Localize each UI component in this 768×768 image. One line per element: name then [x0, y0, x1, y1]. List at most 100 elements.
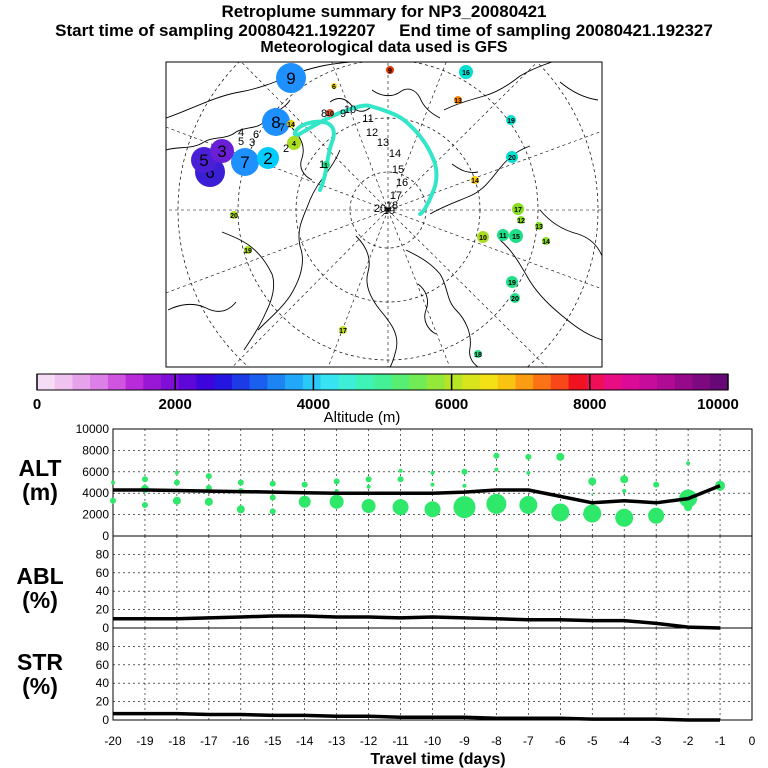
x-tick-label: -6 [555, 734, 566, 748]
alt-cluster-point [461, 468, 468, 475]
colorbar-cell [90, 374, 109, 390]
str-panel-unit: (%) [22, 673, 58, 699]
map-cluster: 4 [287, 136, 301, 150]
map-cluster-label: 20 [508, 155, 516, 162]
colorbar-cell [586, 374, 605, 390]
x-tick-label: 0 [749, 734, 756, 748]
map-cluster-label: 15 [512, 234, 520, 241]
alt-cluster-point [397, 476, 404, 483]
map-cluster-label: 17 [339, 328, 347, 335]
alt-cluster-dots [110, 452, 726, 527]
alt-cluster-point [236, 505, 245, 514]
colorbar-tick-label: 10000 [697, 396, 739, 413]
coastlines [166, 62, 602, 367]
map-cluster-label: 18 [474, 352, 482, 359]
alt-cluster-point [583, 504, 602, 523]
alt-cluster-point [110, 497, 116, 504]
alt-cluster-point [486, 493, 507, 514]
map-cluster: 14 [287, 120, 295, 129]
x-tick-label: -19 [136, 734, 154, 748]
map-cluster-dot [257, 147, 279, 169]
map-cluster: 8 [262, 108, 290, 136]
map-cluster-label: 6 [332, 84, 336, 91]
alt-cluster-point [525, 453, 532, 460]
alt-cluster-point [453, 496, 476, 519]
x-tick-label: -13 [328, 734, 346, 748]
map-day-marker: 13 [377, 137, 389, 149]
map-cluster: 12 [517, 216, 525, 225]
alt-y-ticks: 0 2000 4000 6000 8000 10000 [76, 422, 110, 543]
colorbar-cell [214, 374, 233, 390]
colorbar-cell [391, 374, 410, 390]
map-cluster-label: 5 [199, 151, 208, 170]
map-day-marker: 8 [321, 108, 327, 120]
alt-cluster-point [551, 503, 570, 522]
alt-mean-line [113, 484, 721, 505]
map-day-marker: 11 [362, 113, 373, 125]
start-time: Start time of sampling 20080421.192207 [55, 21, 376, 40]
colorbar-cell [568, 374, 587, 390]
alt-cluster-point [269, 480, 276, 487]
alt-cluster-point [298, 495, 311, 508]
map-day-marker: 18 [386, 200, 398, 212]
map-cluster: 9 [276, 63, 306, 93]
map-cluster-label: 20 [230, 213, 238, 220]
alt-cluster-point [591, 493, 594, 496]
alt-panel-unit: (m) [22, 479, 58, 505]
map-cluster-label: 1 [324, 163, 328, 170]
alt-cluster-point [333, 478, 340, 485]
colorbar-cell [143, 374, 162, 390]
x-tick-label: -16 [232, 734, 250, 748]
alt-cluster-point [173, 479, 180, 486]
colorbar-cell [72, 374, 91, 390]
map-day-marker: 17 [390, 190, 402, 202]
altitude-colorbar: 0 2000 4000 6000 8000 10000 Altitude (m) [33, 373, 739, 426]
colorbar-cell [409, 374, 428, 390]
map-cluster: 14 [471, 176, 479, 185]
alt-cluster-point [366, 484, 371, 489]
colorbar-cell [37, 374, 56, 390]
colorbar-cell [125, 374, 144, 390]
alt-cluster-point [392, 499, 409, 516]
map-cluster-dot [326, 109, 334, 117]
colorbar-cell [462, 374, 481, 390]
map-cluster-label: 14 [287, 122, 295, 129]
colorbar-cell [674, 374, 694, 390]
colorbar-tick-label: 0 [33, 396, 41, 413]
alt-cluster-point [430, 482, 435, 487]
y-tick-label: 60 [96, 658, 110, 672]
colorbar-cell [196, 374, 215, 390]
map-day-marker: 14 [389, 148, 401, 160]
colorbar-cell [444, 374, 463, 390]
map-cluster-label: 13 [535, 224, 543, 231]
str-panel-label: STR [17, 649, 63, 675]
x-tick-label: -3 [651, 734, 662, 748]
alt-cluster-point [653, 481, 660, 488]
map-cluster-dot [517, 216, 525, 224]
map-cluster: 9 [386, 66, 394, 75]
colorbar-cell [107, 374, 127, 390]
map-cluster-dot [506, 115, 516, 125]
map-cluster-dot [509, 229, 523, 243]
colorbar-cell [267, 374, 286, 390]
map-cluster-dot [231, 148, 259, 176]
colorbar-cell [178, 374, 197, 390]
map-cluster: 15 [509, 229, 523, 243]
timeseries-panels: 0 2000 4000 6000 8000 10000 0 20 40 60 80 0 20 40 60… [16, 422, 755, 768]
colorbar-cell [249, 374, 268, 390]
y-tick-label: 6000 [82, 465, 109, 479]
map-cluster-dot [262, 108, 290, 136]
colorbar-cell [338, 374, 357, 390]
map-day-marker: 20 [374, 203, 386, 215]
map-cluster-dot [512, 203, 524, 215]
y-tick-label: 20 [96, 695, 110, 709]
x-tick-label: -9 [459, 734, 470, 748]
map-cluster-dot [276, 63, 306, 93]
colorbar-cell [355, 374, 375, 390]
colorbar-tick-label: 8000 [573, 396, 606, 413]
map-cluster: 14 [542, 237, 550, 246]
map-cluster: 13 [454, 96, 462, 105]
alt-cluster-point [556, 452, 565, 461]
alt-cluster-point [361, 499, 376, 514]
